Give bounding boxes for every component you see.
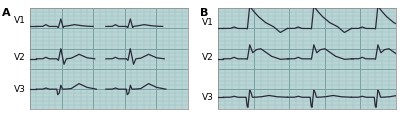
Text: V1: V1 — [202, 18, 214, 27]
Text: B: B — [200, 8, 208, 18]
Text: V3: V3 — [202, 92, 214, 101]
Text: V2: V2 — [202, 53, 214, 61]
Text: A: A — [2, 8, 11, 18]
Text: V1: V1 — [14, 16, 26, 25]
Text: V2: V2 — [14, 53, 26, 61]
Text: V3: V3 — [14, 84, 26, 93]
